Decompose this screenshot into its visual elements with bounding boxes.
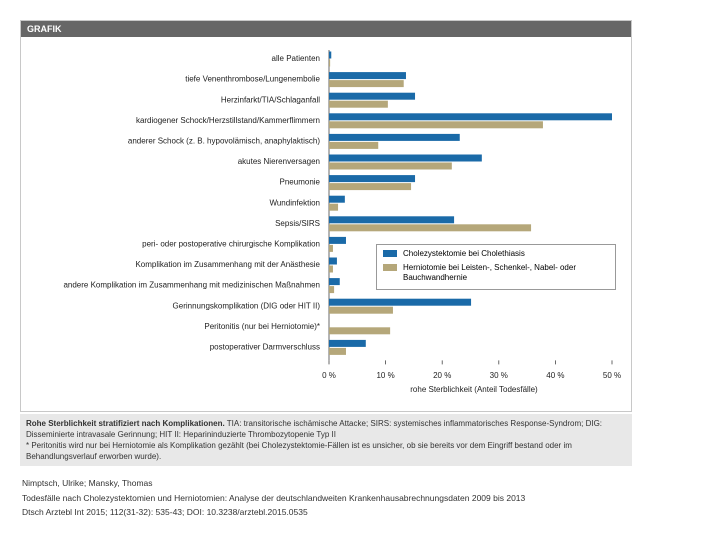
category-label: Sepsis/SIRS — [275, 219, 320, 228]
category-label: postoperativer Darmverschluss — [210, 343, 320, 352]
citation-line: Nimptsch, Ulrike; Mansky, Thomas — [22, 478, 153, 488]
figure-header: GRAFIK — [21, 21, 631, 37]
bar — [329, 133, 460, 141]
caption-footnote: * Peritonitis wird nur bei Herniotomie a… — [26, 441, 572, 461]
bar — [329, 175, 416, 183]
category-label: alle Patienten — [272, 54, 320, 63]
caption-text: Rohe Sterblichkeit stratifiziert nach Ko… — [26, 418, 626, 440]
bar — [329, 195, 345, 203]
bar — [329, 347, 346, 355]
category-label: andere Komplikation im Zusammenhang mit … — [63, 281, 320, 290]
x-tick-label: 30 % — [490, 371, 508, 380]
bar — [329, 298, 472, 306]
bar — [329, 216, 455, 224]
bar — [329, 183, 412, 191]
legend-swatch — [383, 264, 397, 271]
citation-line: Dtsch Arztebl Int 2015; 112(31-32): 535-… — [22, 507, 308, 517]
bar — [329, 113, 612, 121]
legend-item: Cholezystektomie bei Cholethiasis — [383, 249, 609, 259]
category-label: Peritonitis (nur bei Herniotomie)* — [204, 322, 320, 331]
category-label: Pneumonie — [280, 178, 321, 187]
bar — [329, 339, 366, 347]
bar — [329, 327, 391, 335]
legend-label: Cholezystektomie bei Cholethiasis — [403, 249, 525, 258]
bar — [329, 278, 340, 286]
bar — [329, 203, 339, 211]
caption-body: TIA: transitorische ischämische Attacke;… — [26, 419, 603, 439]
x-tick-label: 0 % — [322, 371, 336, 380]
figure-frame — [20, 20, 632, 412]
bar — [329, 236, 346, 244]
x-tick-label: 20 % — [433, 371, 451, 380]
bar — [329, 244, 333, 252]
bar — [329, 59, 331, 67]
citation-line: Todesfälle nach Cholezystektomien und He… — [22, 492, 526, 503]
category-label: akutes Nierenversagen — [238, 157, 320, 166]
category-label: tiefe Venenthrombose/Lungenembolie — [185, 75, 320, 84]
category-label: peri- oder postoperative chirurgische Ko… — [142, 240, 320, 249]
x-axis-label: rohe Sterblichkeit (Anteil Todesfälle) — [410, 385, 538, 394]
bar — [329, 121, 543, 129]
bar — [329, 286, 335, 294]
category-label: Wundinfektion — [269, 198, 320, 207]
bar — [329, 92, 416, 100]
legend-swatch — [383, 250, 397, 257]
legend-item: Herniotomie bei Leisten-, Schenkel-, Nab… — [383, 263, 609, 283]
x-tick-label: 50 % — [603, 371, 621, 380]
bar — [329, 154, 482, 162]
x-tick-label: 40 % — [546, 371, 564, 380]
category-label: anderer Schock (z. B. hypovolämisch, ana… — [128, 137, 320, 146]
bar — [329, 141, 379, 149]
legend: Cholezystektomie bei Cholethiasis Herniot… — [376, 244, 616, 290]
x-tick-label: 10 % — [376, 371, 394, 380]
bar — [329, 80, 404, 88]
caption-bold: Rohe Sterblichkeit stratifiziert nach Ko… — [26, 419, 225, 428]
bar — [329, 51, 332, 59]
category-label: Herzinfarkt/TIA/Schlaganfall — [221, 95, 320, 104]
bar — [329, 257, 337, 265]
category-label: Komplikation im Zusammenhang mit der Anä… — [135, 260, 320, 269]
legend-label: Herniotomie bei Leisten-, Schenkel-, Nab… — [403, 263, 576, 282]
category-label: Gerinnungskomplikation (DIG oder HIT II) — [173, 301, 321, 310]
bar — [329, 162, 452, 170]
bar — [329, 265, 333, 273]
bar — [329, 72, 406, 80]
bar — [329, 100, 388, 108]
citation: Nimptsch, Ulrike; Mansky, Thomas Todesfäl… — [22, 476, 525, 520]
bar — [329, 224, 532, 232]
category-label: kardiogener Schock/Herzstillstand/Kammer… — [136, 116, 320, 125]
caption: Rohe Sterblichkeit stratifiziert nach Ko… — [20, 414, 632, 466]
bar — [329, 306, 393, 314]
